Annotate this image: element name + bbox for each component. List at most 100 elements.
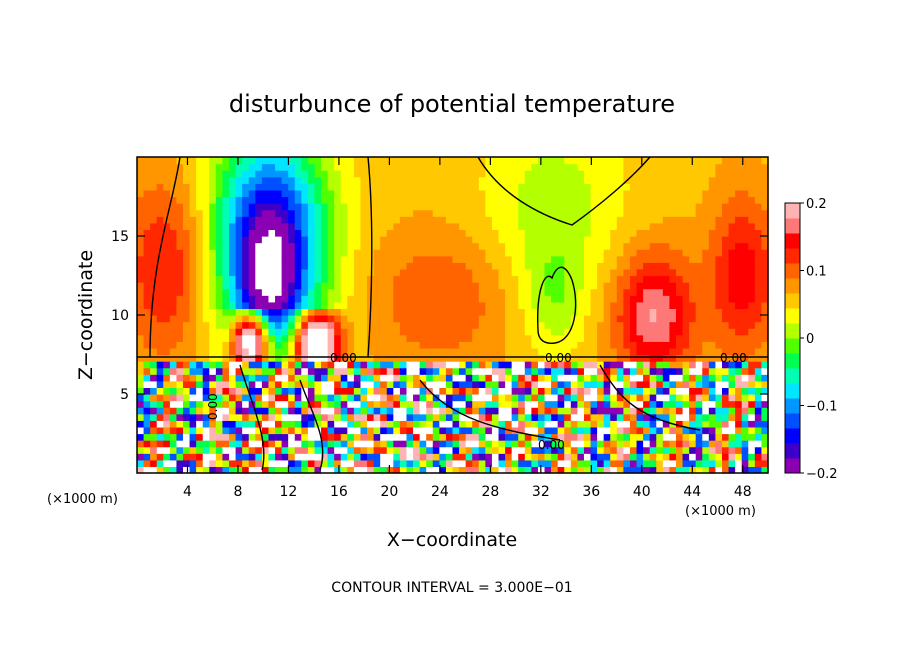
field-cell bbox=[439, 203, 447, 211]
field-cell bbox=[715, 433, 723, 441]
field-cell bbox=[288, 328, 296, 336]
field-cell bbox=[689, 288, 697, 296]
field-cell bbox=[695, 315, 703, 323]
field-cell bbox=[735, 189, 743, 198]
field-cell bbox=[229, 176, 237, 184]
field-cell bbox=[518, 183, 526, 191]
field-cell bbox=[229, 288, 237, 296]
field-cell bbox=[754, 163, 763, 171]
field-cell bbox=[531, 203, 539, 211]
field-cell bbox=[445, 347, 454, 356]
field-cell bbox=[380, 308, 388, 316]
field-cell bbox=[623, 236, 631, 244]
field-cell bbox=[432, 315, 440, 323]
field-cell bbox=[485, 216, 493, 224]
field-cell bbox=[682, 440, 690, 448]
field-cell bbox=[301, 183, 309, 191]
field-cell bbox=[754, 315, 763, 323]
field-cell bbox=[551, 380, 559, 389]
field-cell bbox=[551, 328, 559, 336]
field-cell bbox=[715, 315, 723, 323]
field-cell bbox=[419, 249, 427, 257]
field-cell bbox=[682, 157, 690, 165]
field-cell bbox=[215, 301, 224, 310]
field-cell bbox=[537, 400, 546, 408]
field-cell bbox=[472, 301, 480, 310]
field-cell bbox=[340, 315, 348, 323]
field-cell bbox=[491, 394, 500, 402]
field-cell bbox=[702, 275, 710, 283]
field-cell bbox=[143, 426, 151, 435]
field-cell bbox=[649, 426, 657, 435]
field-cell bbox=[505, 446, 513, 454]
field-cell bbox=[689, 176, 697, 184]
field-cell bbox=[728, 255, 736, 263]
field-cell bbox=[754, 354, 763, 362]
field-cell bbox=[728, 347, 736, 356]
field-cell bbox=[695, 301, 703, 310]
field-cell bbox=[373, 347, 381, 356]
field-cell bbox=[741, 361, 749, 369]
field-cell bbox=[196, 361, 204, 369]
field-cell bbox=[597, 433, 605, 441]
field-cell bbox=[531, 301, 539, 310]
field-cell bbox=[597, 361, 605, 369]
field-cell bbox=[202, 315, 210, 323]
field-cell bbox=[656, 380, 664, 389]
field-cell bbox=[491, 196, 500, 204]
field-cell bbox=[294, 367, 302, 375]
field-cell bbox=[163, 367, 171, 375]
field-cell bbox=[281, 354, 289, 362]
field-cell bbox=[419, 288, 427, 296]
field-cell bbox=[367, 413, 375, 421]
x-tick-label: 32 bbox=[532, 484, 550, 500]
field-cell bbox=[413, 341, 421, 349]
field-cell bbox=[432, 268, 440, 277]
field-cell bbox=[419, 413, 427, 421]
field-cell bbox=[386, 301, 394, 310]
field-cell bbox=[327, 222, 335, 231]
field-cell bbox=[340, 420, 348, 428]
field-cell bbox=[386, 426, 394, 435]
field-cell bbox=[629, 183, 638, 191]
field-cell bbox=[616, 433, 624, 441]
field-cell bbox=[268, 229, 276, 237]
field-cell bbox=[583, 440, 592, 448]
field-cell bbox=[373, 380, 381, 389]
field-cell bbox=[150, 229, 158, 237]
field-cell bbox=[288, 301, 296, 310]
field-cell bbox=[610, 387, 618, 395]
field-cell bbox=[597, 400, 605, 408]
field-cell bbox=[590, 426, 598, 435]
field-cell bbox=[314, 189, 322, 198]
field-cell bbox=[169, 334, 178, 342]
field-cell bbox=[708, 334, 717, 342]
field-cell bbox=[577, 262, 585, 270]
field-cell bbox=[399, 459, 408, 468]
field-cell bbox=[478, 341, 486, 349]
field-cell bbox=[314, 420, 322, 428]
field-cell bbox=[570, 387, 578, 395]
field-cell bbox=[169, 347, 178, 356]
field-cell bbox=[689, 459, 697, 468]
field-cell bbox=[728, 321, 736, 329]
field-cell bbox=[288, 380, 296, 389]
field-cell bbox=[695, 196, 703, 204]
field-cell bbox=[465, 275, 473, 283]
field-cell bbox=[229, 354, 237, 362]
field-cell bbox=[156, 394, 164, 402]
field-cell bbox=[202, 440, 210, 448]
field-cell bbox=[551, 433, 559, 441]
field-cell bbox=[163, 334, 171, 342]
field-cell bbox=[570, 466, 578, 474]
field-cell bbox=[452, 295, 460, 303]
field-cell bbox=[281, 347, 289, 356]
field-cell bbox=[261, 446, 270, 454]
field-cell bbox=[511, 407, 519, 415]
field-cell bbox=[327, 288, 335, 296]
field-cell bbox=[761, 242, 769, 250]
field-cell bbox=[347, 288, 355, 296]
field-cell bbox=[682, 203, 690, 211]
field-cell bbox=[636, 157, 644, 165]
field-cell bbox=[248, 222, 256, 231]
